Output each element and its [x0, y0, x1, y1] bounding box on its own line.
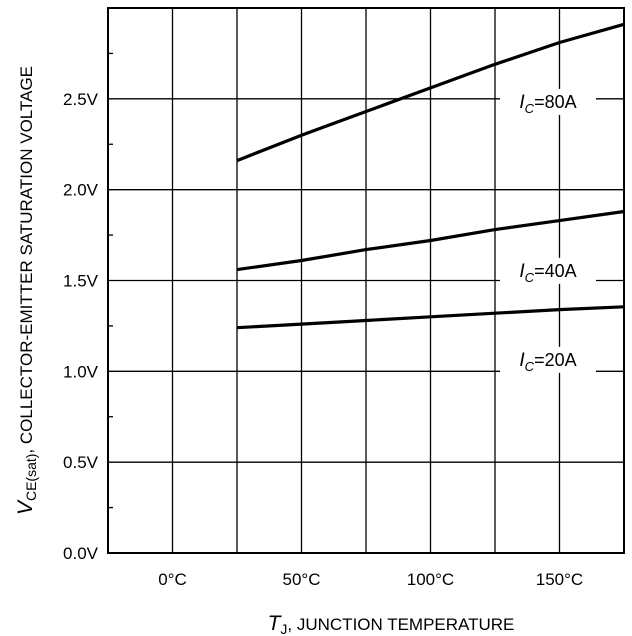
x-axis-text: , JUNCTION TEMPERATURE: [287, 615, 514, 634]
plot-frame: [107, 7, 625, 554]
x-axis-ticks: 0°C 50°C 100°C 150°C: [158, 570, 583, 589]
series-label-var: I: [519, 350, 525, 371]
y-tick-label: 1.5V: [63, 272, 99, 291]
series-label-sub: C: [525, 101, 535, 116]
series-label-text: =40A: [534, 261, 577, 281]
y-tick-label: 1.0V: [63, 362, 99, 381]
x-tick-label: 150°C: [536, 570, 583, 589]
series-label-var: I: [519, 261, 525, 282]
series-label: IC=40A: [519, 261, 576, 285]
series-label-background: [500, 346, 596, 373]
y-axis-var: V: [14, 499, 37, 515]
series-line-20a: [236, 305, 625, 330]
y-axis-ticks: 0.0V 0.5V 1.0V 1.5V 2.0V 2.5V: [63, 52, 113, 563]
series-label-text: =80A: [534, 92, 577, 112]
series-layer: [236, 22, 625, 330]
x-tick-label: 50°C: [283, 570, 321, 589]
x-tick-label: 100°C: [407, 570, 454, 589]
x-axis-var: T: [268, 612, 283, 635]
series-line-80a: [236, 22, 625, 163]
y-axis-title: VCE(sat), COLLECTOR-EMITTER SATURATION V…: [14, 66, 39, 515]
y-tick-label: 0.5V: [63, 453, 99, 472]
series-label: IC=20A: [519, 350, 576, 374]
series-label-text: =20A: [534, 350, 577, 370]
y-axis-sub: CE(sat): [23, 454, 39, 501]
x-axis-title: TJ, JUNCTION TEMPERATURE: [268, 612, 515, 636]
series-label-sub: C: [525, 359, 535, 374]
x-tick-label: 0°C: [158, 570, 187, 589]
series-label-background: [500, 257, 596, 284]
y-tick-label: 2.0V: [63, 181, 99, 200]
y-axis-text: , COLLECTOR-EMITTER SATURATION VOLTAGE: [17, 66, 36, 454]
y-tick-label: 0.0V: [63, 544, 99, 563]
series-label-background: [500, 88, 596, 115]
series-label-var: I: [519, 92, 525, 113]
series-line-40a: [236, 209, 625, 272]
x-axis-sub: J: [280, 621, 287, 636]
series-label: IC=80A: [519, 92, 576, 116]
y-tick-label: 2.5V: [63, 90, 99, 109]
series-label-sub: C: [525, 270, 535, 285]
